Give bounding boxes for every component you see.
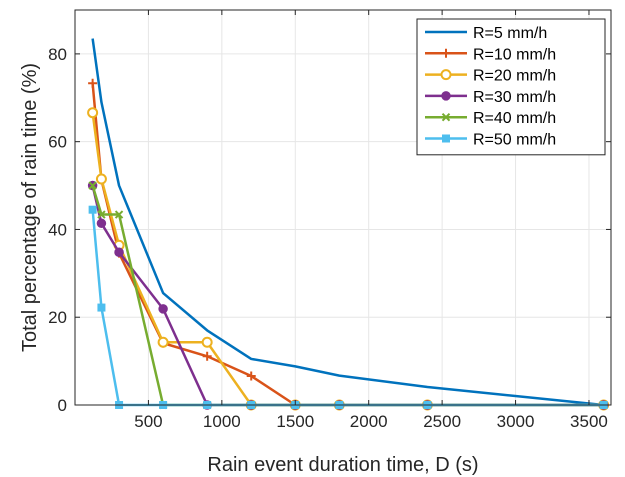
ticks: 500 1000 1500 2000 2500 3000 3500 0 20 40 60 80	[48, 10, 611, 431]
series-line	[91, 38, 604, 407]
data-point	[88, 181, 97, 190]
x-axis-title: Rain event duration time, D (s)	[207, 454, 478, 476]
y-tick-label: 80	[48, 45, 67, 64]
legend-marker	[440, 69, 452, 81]
legend-label: R=5 mm/h	[473, 25, 547, 42]
data-point	[246, 371, 256, 381]
data-point	[97, 303, 106, 312]
axes-box	[74, 9, 612, 406]
legend-box	[416, 18, 606, 156]
x-tick-label: 2000	[350, 412, 388, 431]
legend-item: R=5 mm/h	[425, 25, 547, 42]
legend-item: R=20 mm/h	[425, 68, 556, 85]
y-tick-label: 40	[48, 220, 67, 239]
x-tick-label: 500	[134, 412, 162, 431]
y-tick-label: 0	[58, 396, 67, 415]
legend-marker	[441, 91, 451, 101]
data-point	[114, 210, 124, 219]
data-point	[97, 210, 106, 219]
data-point	[202, 351, 212, 361]
y-tick-label: 60	[48, 133, 67, 152]
legend-item: R=30 mm/h	[425, 89, 556, 106]
data-point	[158, 304, 168, 314]
legend-label: R=30 mm/h	[473, 89, 556, 106]
x-tick-label: 1500	[276, 412, 314, 431]
data-point	[88, 78, 98, 88]
x-tick-label: 3000	[497, 412, 535, 431]
data-point	[157, 336, 169, 348]
legend-marker	[441, 48, 451, 58]
y-tick-label: 20	[48, 308, 67, 327]
legend-label: R=20 mm/h	[473, 68, 556, 85]
data-point	[88, 205, 97, 214]
legend: R=5 mm/h R=10 mm/h R=20 mm/h R=30 mm/h R=40 …	[416, 18, 606, 156]
data-point	[87, 107, 99, 119]
legend-item: R=40 mm/h	[425, 110, 556, 127]
legend-label: R=40 mm/h	[473, 110, 556, 127]
legend-item: R=50 mm/h	[425, 132, 556, 149]
series-1	[91, 38, 604, 407]
data-point	[201, 336, 213, 348]
data-point	[96, 218, 107, 229]
x-tick-label: 2500	[423, 412, 461, 431]
x-tick-label: 1000	[203, 412, 241, 431]
legend-item: R=10 mm/h	[425, 46, 556, 63]
data-point	[95, 173, 107, 185]
legend-label: R=10 mm/h	[473, 46, 556, 63]
y-axis-title: Total percentage of rain time (%)	[19, 63, 41, 352]
data-point	[114, 247, 124, 258]
x-tick-label: 3500	[570, 412, 608, 431]
legend-marker	[442, 134, 450, 143]
legend-marker	[441, 112, 451, 122]
legend-label: R=50 mm/h	[473, 132, 556, 149]
